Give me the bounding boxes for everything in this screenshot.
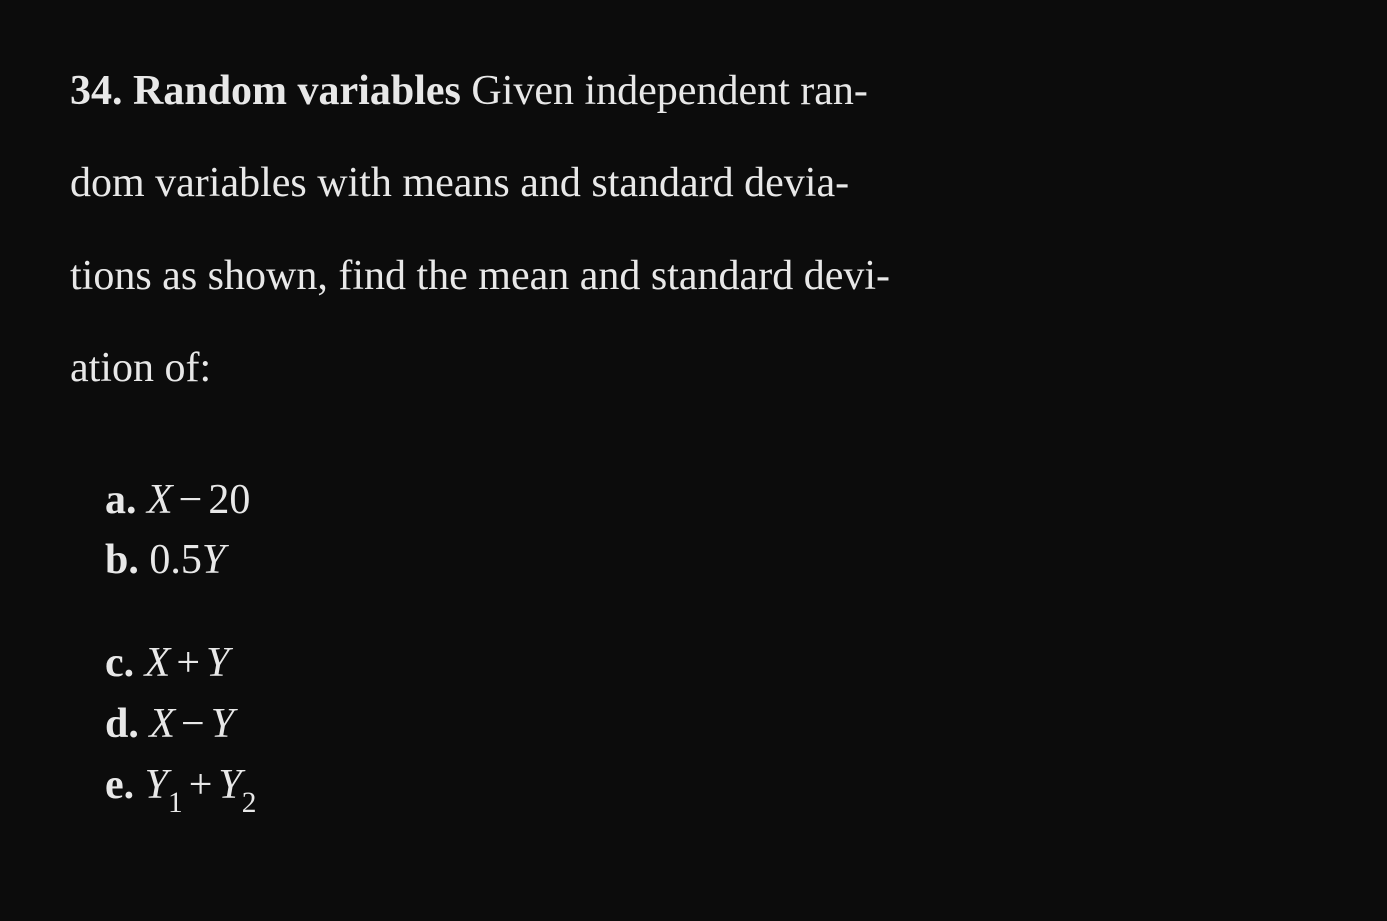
problem-text-line3: tions as shown, find the mean and standa…: [70, 253, 890, 299]
item-c-var1: X: [145, 640, 171, 686]
item-c-expression: X+Y: [145, 640, 230, 686]
item-e-op: +: [183, 762, 219, 808]
item-b: b. 0.5Y: [105, 530, 1317, 591]
item-b-coef: 0.5: [149, 537, 202, 583]
item-e-sub1: 1: [168, 787, 183, 819]
item-a-expression: X−20: [147, 477, 250, 523]
item-a-const: 20: [208, 477, 250, 523]
item-c: c. X+Y: [105, 633, 1317, 694]
problem-text-line2: dom variables with means and standard de…: [70, 160, 849, 206]
item-a-var1: X: [147, 477, 173, 523]
item-d: d. X−Y: [105, 694, 1317, 755]
item-d-op: −: [175, 701, 211, 747]
item-c-label: c.: [105, 640, 134, 686]
item-a-label: a.: [105, 477, 137, 523]
sub-items-group1: a. X−20 b. 0.5Y: [70, 470, 1317, 592]
problem-statement: 34. Random variables Given independent r…: [70, 45, 1317, 415]
problem-number: 34.: [70, 68, 123, 114]
problem-text-line1: Given independent ran-: [461, 68, 868, 114]
problem-title: Random variables: [133, 68, 461, 114]
item-e: e. Y1+Y2: [105, 755, 1317, 820]
item-b-var1: Y: [202, 537, 225, 583]
item-d-expression: X−Y: [149, 701, 234, 747]
item-d-label: d.: [105, 701, 139, 747]
item-a: a. X−20: [105, 470, 1317, 531]
item-e-sub2: 2: [242, 787, 257, 819]
item-d-var2: Y: [211, 701, 234, 747]
item-e-expression: Y1+Y2: [145, 762, 257, 808]
problem-page: 34. Random variables Given independent r…: [0, 0, 1387, 820]
problem-text-line4: ation of:: [70, 345, 211, 391]
item-b-expression: 0.5Y: [149, 537, 225, 583]
item-c-op: +: [170, 640, 206, 686]
item-e-var1: Y: [145, 762, 168, 808]
item-e-label: e.: [105, 762, 134, 808]
sub-items-group2: c. X+Y d. X−Y e. Y1+Y2: [70, 633, 1317, 820]
item-a-op: −: [173, 477, 209, 523]
item-b-label: b.: [105, 537, 139, 583]
item-c-var2: Y: [206, 640, 229, 686]
item-e-var2: Y: [218, 762, 241, 808]
item-d-var1: X: [149, 701, 175, 747]
